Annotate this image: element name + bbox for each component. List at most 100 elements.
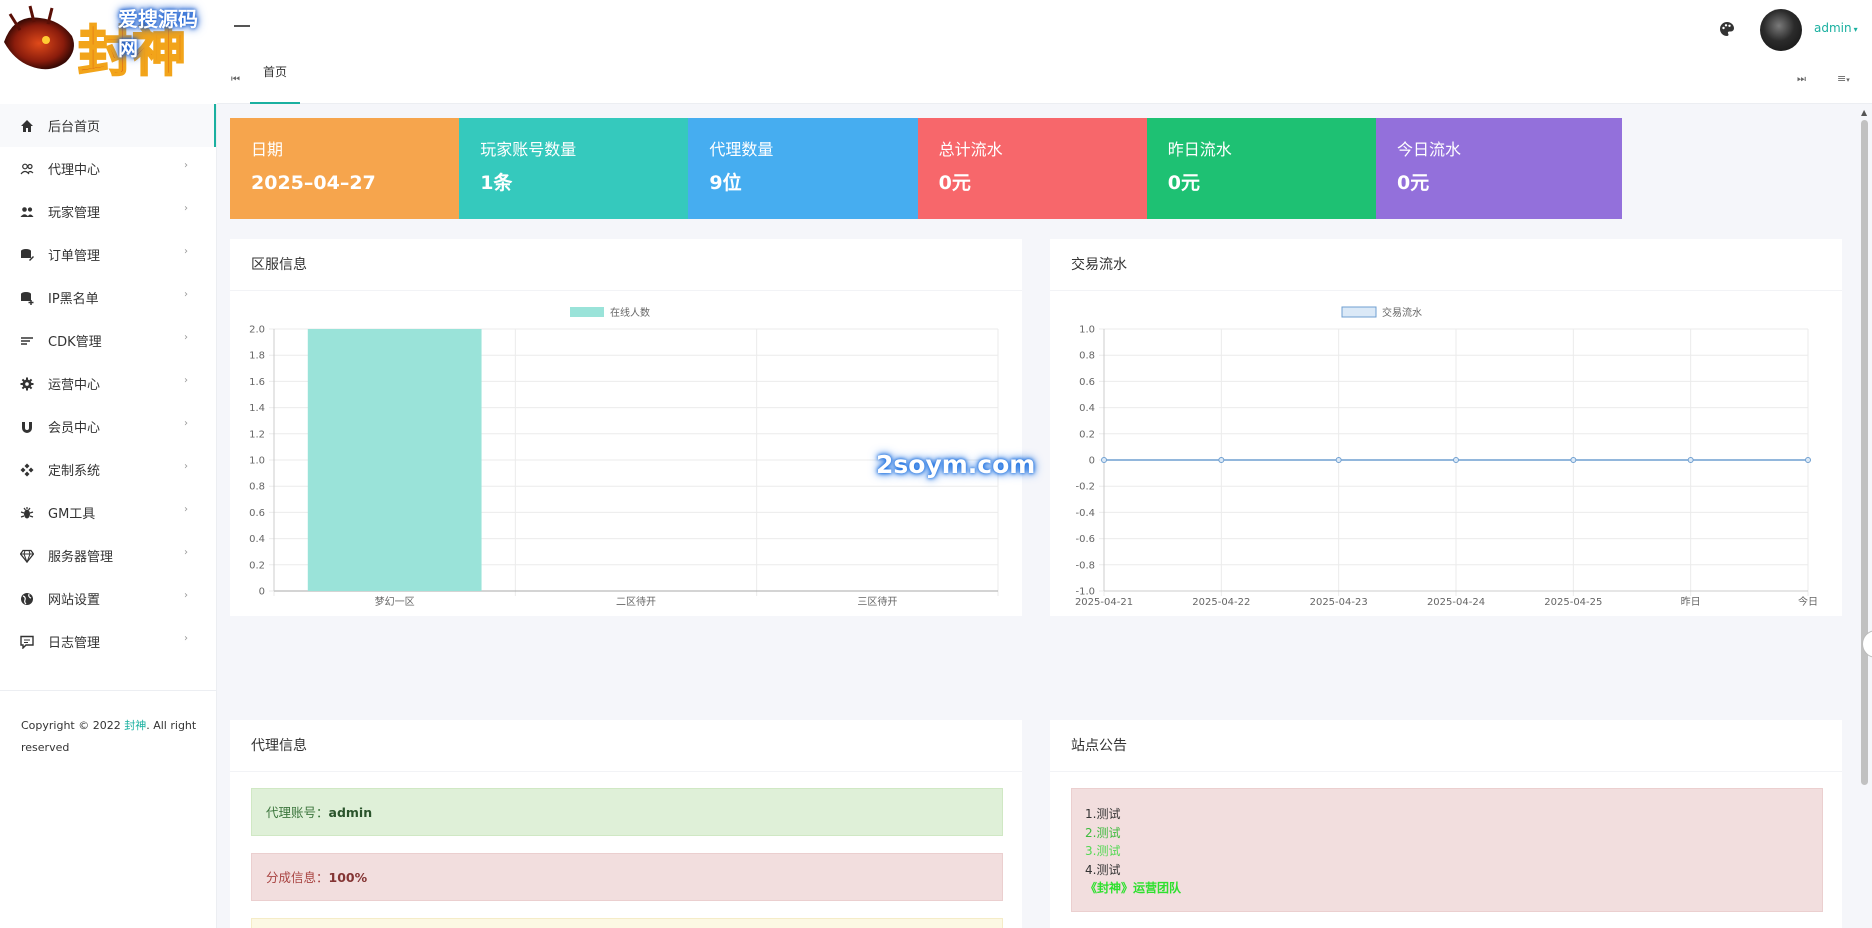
chevron-right-icon: › <box>184 504 188 515</box>
users-icon <box>20 205 34 219</box>
server-info-title: 区服信息 <box>230 239 1022 291</box>
chevron-right-icon: › <box>184 590 188 601</box>
site-notice-panel: 站点公告 1.测试 2.测试 3.测试 4.测试 《封神》运营团队 <box>1050 720 1842 928</box>
sidebar-item[interactable]: 定制系统 › <box>0 448 216 491</box>
user-menu[interactable]: admin ▾ <box>1814 21 1858 35</box>
tab-scroll-right-button[interactable]: ⏭ <box>1797 74 1806 85</box>
menu-toggle-button[interactable] <box>234 25 252 35</box>
x-tick-label: 梦幻一区 <box>375 595 415 608</box>
y-tick-label: 1.2 <box>249 429 265 440</box>
tab-home-label[interactable]: 首页 <box>262 65 287 79</box>
stat-label: 代理数量 <box>709 140 774 159</box>
agent-share-alert: 分成信息：100% <box>251 853 1003 901</box>
x-tick-label: 二区待开 <box>616 595 656 608</box>
agent-account-value: admin <box>328 805 373 820</box>
chevron-right-icon: › <box>184 160 188 171</box>
gem-icon <box>20 549 34 563</box>
watermark-top: 爱搜源码网 <box>118 7 198 60</box>
stat-card: 玩家账号数量 1条 <box>459 118 706 219</box>
y-tick-label: -0.8 <box>1075 560 1095 571</box>
legend-label: 在线人数 <box>610 306 650 319</box>
page-scrollbar[interactable]: ▲ <box>1858 108 1872 928</box>
agent-account-alert: 代理账号：admin <box>251 788 1003 836</box>
trade-flow-line-chart: 1.00.80.60.40.20-0.2-0.4-0.6-0.8-1.02025… <box>1075 306 1818 608</box>
notice-line: 4.测试 <box>1085 862 1121 877</box>
database-add-icon <box>20 291 34 305</box>
notice-line: 1.测试 <box>1085 807 1121 821</box>
y-tick-label: 1.8 <box>249 351 265 362</box>
sidebar-item-label: 日志管理 <box>48 636 101 651</box>
data-point <box>1335 457 1342 463</box>
diamonds-icon <box>20 463 34 477</box>
scrollbar-thumb[interactable] <box>1861 120 1868 785</box>
sidebar-item[interactable]: 后台首页 <box>0 104 216 147</box>
user-name[interactable]: admin <box>1814 21 1852 35</box>
globe-icon <box>20 592 34 606</box>
avatar[interactable] <box>1760 9 1802 51</box>
tab-home[interactable]: 首页 <box>250 60 300 104</box>
y-tick-label: 0.8 <box>249 482 265 493</box>
site-notice-box: 1.测试 2.测试 3.测试 4.测试 《封神》运营团队 <box>1071 788 1823 912</box>
sidebar-item[interactable]: 订单管理 › <box>0 233 216 276</box>
tab-options-button[interactable]: ≡▾ <box>1837 72 1850 85</box>
stat-value: 9位 <box>709 172 742 194</box>
sidebar-item-label: GM工具 <box>48 507 96 522</box>
stat-label: 日期 <box>251 140 284 159</box>
data-point <box>1453 457 1459 463</box>
stat-value: 0元 <box>1397 172 1430 194</box>
logo-area: 封神 爱搜源码网 <box>0 0 250 104</box>
notice-line: 2.测试 <box>1085 825 1121 840</box>
x-tick-label: 2025-04-25 <box>1544 597 1602 608</box>
stat-value: 0元 <box>1167 172 1201 194</box>
data-point <box>1218 457 1225 463</box>
sidebar-item[interactable]: 代理中心 › <box>0 147 216 190</box>
caret-down-icon: ▾ <box>1853 25 1858 34</box>
sidebar-item[interactable]: GM工具 › <box>0 491 216 534</box>
top-header: admin ▾ <box>217 0 1872 60</box>
stat-card: 代理数量 9位 <box>688 118 935 219</box>
sidebar-item[interactable]: 玩家管理 › <box>0 190 216 233</box>
y-tick-label: 1.6 <box>249 377 265 388</box>
sidebar-item[interactable]: 运营中心 › <box>0 362 216 405</box>
palette-icon[interactable] <box>1719 21 1735 37</box>
sidebar-item[interactable]: CDK管理 › <box>0 319 216 362</box>
chevron-right-icon: › <box>184 246 188 257</box>
sidebar-item[interactable]: 网站设置 › <box>0 577 216 620</box>
scroll-up-arrow[interactable]: ▲ <box>1861 108 1868 117</box>
sidebar-item[interactable]: IP黑名单 › <box>0 276 216 319</box>
y-tick-label: 1.0 <box>249 456 265 467</box>
magnet-icon <box>20 420 34 434</box>
y-tick-label: 0.4 <box>249 534 265 545</box>
chevron-right-icon: › <box>184 418 188 429</box>
sidebar-footer: Copyright © 2022 封神. All right reserved <box>21 715 201 759</box>
sidebar-item[interactable]: 会员中心 › <box>0 405 216 448</box>
sidebar-item-label: 代理中心 <box>48 163 101 178</box>
y-tick-label: -0.6 <box>1075 534 1095 545</box>
chevron-right-icon: › <box>184 633 188 644</box>
sidebar-item[interactable]: 日志管理 › <box>0 620 216 663</box>
stat-card: 总计流水 0元 <box>917 118 1164 219</box>
x-tick-label: 2025-04-24 <box>1427 597 1485 608</box>
y-tick-label: 0.2 <box>249 560 265 571</box>
sidebar: 后台首页 代理中心 › 玩家管理 › 订单管理 › IP黑名单 › CDK管理 › 运营中心 › 会员中心… <box>0 104 217 928</box>
chevron-right-icon: › <box>184 332 188 343</box>
y-tick-label: 1.0 <box>1079 325 1095 336</box>
agent-info-panel: 代理信息 代理账号：admin 分成信息：100% <box>230 720 1022 928</box>
y-tick-label: 0.6 <box>249 508 265 519</box>
copyright-link[interactable]: 封神 <box>124 719 147 732</box>
sidebar-nav: 后台首页 代理中心 › 玩家管理 › 订单管理 › IP黑名单 › CDK管理 › 运营中心 › 会员中心… <box>0 104 216 663</box>
x-tick-label: 2025-04-22 <box>1192 597 1250 608</box>
chevron-right-icon: › <box>184 289 188 300</box>
sort-lines-icon <box>20 334 34 348</box>
trade-flow-panel: 交易流水 1.0 0.8 0.6 0.4 0.2 0 -0.2 -0.4 -0.6 -0.8 -1.… <box>1050 239 1842 616</box>
sidebar-item-label: 运营中心 <box>48 378 101 393</box>
legend-swatch <box>1341 306 1377 318</box>
legend-label: 交易流水 <box>1382 306 1422 319</box>
tab-bar: ⏮ 首页 ⏭ ≡▾ <box>217 60 1872 104</box>
agent-share-value: 100% <box>328 870 368 885</box>
tab-scroll-left-button[interactable]: ⏮ <box>231 74 240 85</box>
bar <box>307 329 482 591</box>
sidebar-item-label: 服务器管理 <box>48 550 114 565</box>
y-tick-label: 0 <box>259 587 265 598</box>
sidebar-item[interactable]: 服务器管理 › <box>0 534 216 577</box>
